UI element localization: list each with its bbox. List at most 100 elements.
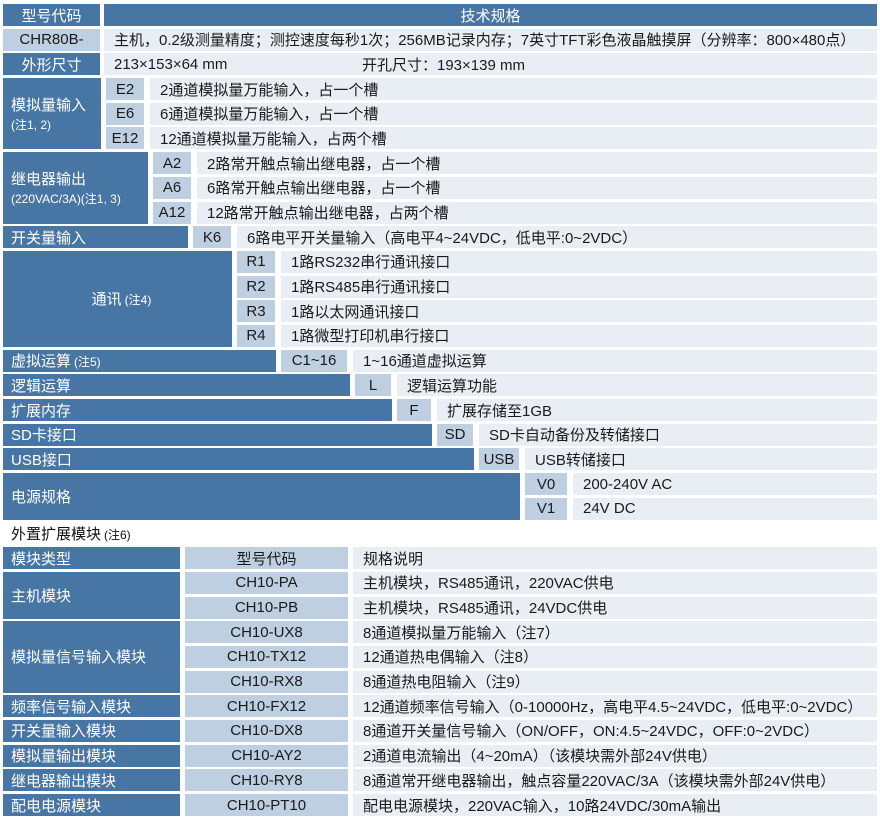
group-label-text: 模拟量信号输入模块	[11, 649, 147, 667]
option-row: V0 200-240V AC	[3, 473, 877, 496]
option-code-cell: E12	[106, 127, 144, 150]
option-desc-cell: 逻辑运算功能	[397, 374, 877, 397]
option-desc-cell: 12路常开触点输出继电器，占两个槽	[197, 201, 877, 224]
sd-port-row: SD卡接口 SD SD卡自动备份及转储接口	[3, 423, 877, 446]
module-row: CH10-RY8 8通道常开继电器输出，触点容量220VAC/3A（该模块需外部…	[3, 769, 877, 792]
module-desc-cell: 主机模块，RS485通讯，24VDC供电	[353, 596, 877, 619]
module-code-cell: CH10-PB	[185, 596, 348, 619]
ext-memory-row: 扩展内存 F 扩展存储至1GB	[3, 399, 877, 421]
analog-input-label: 模拟量输入 (注1, 2)	[3, 78, 101, 150]
module-code-cell: CH10-UX8	[185, 621, 348, 644]
module-desc-cell: 8通道热电阻输入（注9）	[353, 670, 877, 693]
section-label-text: 电源规格	[11, 488, 72, 506]
dimensions-size: 213×153×64 mm	[114, 55, 228, 73]
dimensions-value: 213×153×64 mm 开孔尺寸：193×139 mm	[104, 53, 877, 76]
section-label-text: 继电器输出	[11, 171, 87, 189]
module-group-label: 开关量输入模块	[3, 719, 180, 742]
power-label: 电源规格	[3, 473, 520, 520]
option-desc-cell: 扩展存储至1GB	[437, 399, 877, 421]
option-row: R1 1路RS232串行通讯接口	[3, 250, 877, 273]
dimensions-label: 外形尺寸	[3, 53, 100, 76]
option-desc-cell: 1路RS232串行通讯接口	[281, 250, 877, 273]
tech-spec-header: 技术规格	[104, 4, 877, 26]
header-row: 型号代码 技术规格	[3, 4, 877, 26]
option-desc-cell: USB转储接口	[525, 448, 877, 471]
module-group-label: 模拟量输出模块	[3, 744, 180, 767]
option-row: A6 6路常开触点输出继电器，占一个槽	[3, 176, 877, 199]
option-code-cell: SD	[437, 423, 473, 446]
module-desc-cell: 8通道常开继电器输出，触点容量220VAC/3A（该模块需外部24V供电）	[353, 769, 877, 792]
virtual-calc-label: 虚拟运算 (注5)	[3, 349, 276, 372]
sd-port-label: SD卡接口	[3, 423, 432, 446]
section-label-note: (注4)	[124, 293, 152, 308]
module-group-label: 配电电源模块	[3, 794, 180, 816]
module-row: CH10-UX8 8通道模拟量万能输入（注7）	[3, 621, 877, 644]
module-desc-cell: 主机模块，RS485通讯，220VAC供电	[353, 571, 877, 594]
module-code-cell: CH10-RX8	[185, 670, 348, 693]
option-desc-cell: 1路微型打印机串行接口	[281, 324, 877, 347]
option-code-cell: C1~16	[281, 349, 347, 372]
module-row: CH10-TX12 12通道热电偶输入（注8）	[3, 645, 877, 668]
option-desc-cell: 6路常开触点输出继电器，占一个槽	[197, 176, 877, 199]
module-group: 模拟量信号输入模块 CH10-UX8 8通道模拟量万能输入（注7） CH10-T…	[3, 621, 877, 695]
option-row: R4 1路微型打印机串行接口	[3, 324, 877, 347]
option-desc-cell: 1路RS485串行通讯接口	[281, 275, 877, 298]
expansion-title-text: 外置扩展模块	[11, 525, 102, 543]
option-code-cell: R2	[237, 275, 275, 298]
option-code-cell: A6	[153, 176, 191, 199]
module-code-header: 型号代码	[185, 547, 348, 570]
module-spec-header: 规格说明	[353, 547, 877, 570]
option-code-cell: A2	[153, 152, 191, 175]
module-desc-cell: 8通道模拟量万能输入（注7）	[353, 621, 877, 644]
analog-input-section: 模拟量输入 (注1, 2) E2 2通道模拟量万能输入，占一个槽 E6 6通道模…	[3, 78, 877, 152]
option-row: A12 12路常开触点输出继电器，占两个槽	[3, 201, 877, 224]
module-code-cell: CH10-AY2	[185, 744, 348, 767]
communication-label: 通讯 (注4)	[3, 250, 232, 347]
section-label-text: 通讯	[91, 291, 122, 309]
option-code-cell: R1	[237, 250, 275, 273]
module-row: CH10-PA 主机模块，RS485通讯，220VAC供电	[3, 571, 877, 594]
option-desc-cell: SD卡自动备份及转储接口	[479, 423, 877, 446]
option-desc-cell: 24V DC	[573, 497, 877, 520]
module-type-header: 模块类型	[3, 547, 180, 570]
module-group: 频率信号输入模块 CH10-FX12 12通道频率信号输入（0-10000Hz，…	[3, 695, 877, 720]
group-label-text: 主机模块	[11, 587, 72, 605]
expansion-title-row: 外置扩展模块 (注6)	[3, 522, 877, 544]
group-label-text: 开关量输入模块	[11, 723, 117, 741]
module-group-label: 主机模块	[3, 571, 180, 619]
model-code-value: CHR80B-	[3, 28, 100, 51]
logic-calc-row: 逻辑运算 L 逻辑运算功能	[3, 374, 877, 397]
option-desc-cell: 1~16通道虚拟运算	[353, 349, 877, 372]
option-code-cell: K6	[193, 226, 231, 249]
module-group-label: 继电器输出模块	[3, 769, 180, 792]
module-row: CH10-RX8 8通道热电阻输入（注9）	[3, 670, 877, 693]
group-label-text: 继电器输出模块	[11, 772, 117, 790]
row-label-note: (注5)	[74, 355, 101, 370]
option-desc-cell: 1路以太网通讯接口	[281, 300, 877, 323]
digital-input-label: 开关量输入	[3, 226, 188, 249]
relay-output-section: 继电器输出 (220VAC/3A)(注1, 3) A2 2路常开触点输出继电器，…	[3, 152, 877, 226]
ext-memory-label: 扩展内存	[3, 399, 392, 421]
module-desc-cell: 8通道开关量信号输入（ON/OFF，ON:4.5~24VDC，OFF:0~2VD…	[353, 719, 877, 742]
module-row: CH10-PB 主机模块，RS485通讯，24VDC供电	[3, 596, 877, 619]
model-desc: 主机，0.2级测量精度；测控速度每秒1次；256MB记录内存；7英寸TFT彩色液…	[104, 28, 877, 51]
option-desc-cell: 200-240V AC	[573, 473, 877, 496]
option-code-cell: L	[355, 374, 391, 397]
option-desc-cell: 6路电平开关量输入（高电平4~24VDC，低电平:0~2VDC）	[237, 226, 877, 249]
module-group-label: 模拟量信号输入模块	[3, 621, 180, 693]
option-row: R3 1路以太网通讯接口	[3, 300, 877, 323]
module-desc-cell: 配电电源模块，220VAC输入，10路24VDC/30mA输出	[353, 794, 877, 816]
virtual-calc-row: 虚拟运算 (注5) C1~16 1~16通道虚拟运算	[3, 349, 877, 372]
row-label-text: 虚拟运算	[11, 353, 72, 371]
module-code-cell: CH10-RY8	[185, 769, 348, 792]
module-group: 开关量输入模块 CH10-DX8 8通道开关量信号输入（ON/OFF，ON:4.…	[3, 719, 877, 745]
option-row: E12 12通道模拟量万能输入，占两个槽	[3, 127, 877, 150]
option-code-cell: A12	[153, 201, 191, 224]
module-code-cell: CH10-DX8	[185, 719, 348, 742]
option-row: E6 6通道模拟量万能输入，占一个槽	[3, 102, 877, 125]
module-row: CH10-DX8 8通道开关量信号输入（ON/OFF，ON:4.5~24VDC，…	[3, 719, 877, 742]
module-code-cell: CH10-TX12	[185, 645, 348, 668]
option-row: R2 1路RS485串行通讯接口	[3, 275, 877, 298]
module-row: CH10-FX12 12通道频率信号输入（0-10000Hz，高电平4.5~24…	[3, 695, 877, 718]
communication-section: 通讯 (注4) R1 1路RS232串行通讯接口 R2 1路RS485串行通讯接…	[3, 250, 877, 350]
